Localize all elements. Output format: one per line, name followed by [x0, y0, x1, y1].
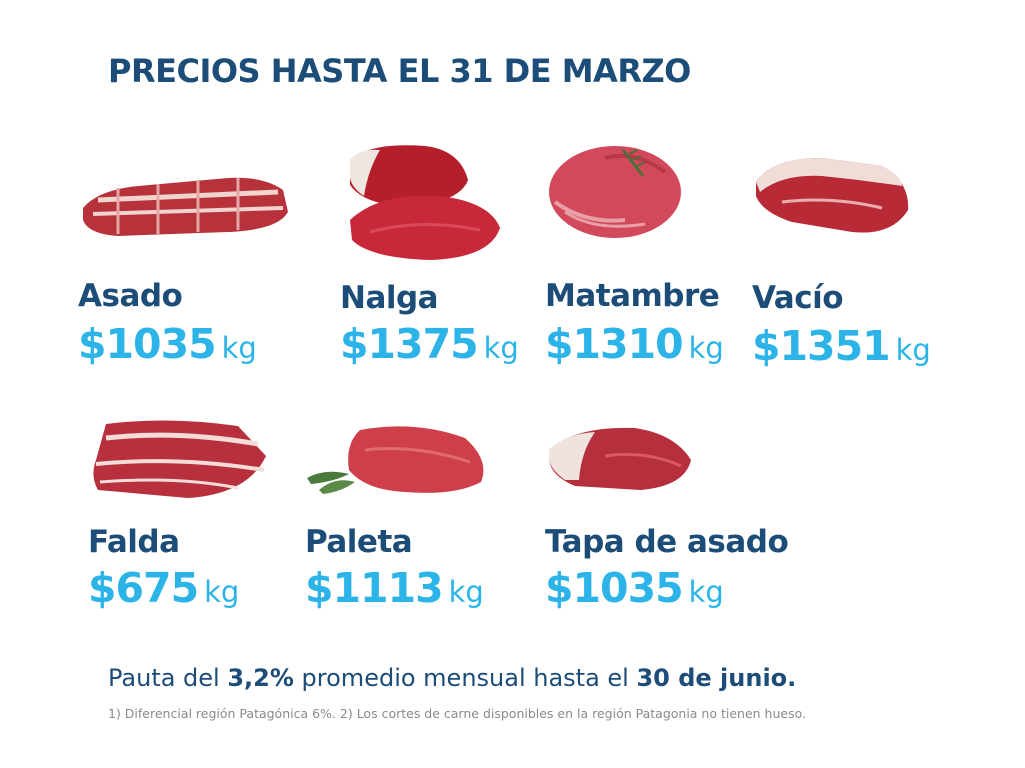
price-amount: $675	[88, 564, 199, 612]
vacio-meat-icon	[756, 158, 909, 233]
asado-meat-icon	[83, 177, 288, 236]
price-amount: $1375	[340, 320, 479, 368]
product-nalga: Nalga $1375 kg	[340, 140, 590, 380]
product-name: Falda	[88, 524, 180, 560]
paleta-meat-icon	[307, 426, 484, 494]
product-name: Vacío	[752, 280, 844, 316]
falda-meat-icon	[93, 420, 266, 498]
tapa-de-asado-meat-icon	[549, 427, 691, 490]
product-paleta: Paleta $1113 kg	[305, 420, 555, 616]
price-amount: $1351	[752, 322, 891, 370]
page-title: PRECIOS HASTA EL 31 DE MARZO	[108, 52, 691, 90]
product-name: Nalga	[340, 280, 439, 316]
footnote: 1) Diferencial región Patagónica 6%. 2) …	[108, 706, 806, 721]
matambre-meat-icon	[549, 146, 681, 238]
price-amount: $1310	[545, 320, 684, 368]
pauta-prefix: Pauta del	[108, 664, 228, 692]
price-amount: $1035	[78, 320, 217, 368]
price-unit: kg	[204, 575, 240, 609]
product-vacio: Vacío $1351 kg	[752, 152, 1002, 382]
pauta-middle: promedio mensual hasta el	[293, 664, 637, 692]
product-price: $1035 kg	[545, 564, 724, 612]
price-unit: kg	[483, 331, 519, 365]
price-amount: $1035	[545, 564, 684, 612]
product-name: Tapa de asado	[545, 524, 789, 560]
price-unit: kg	[688, 575, 724, 609]
product-name: Asado	[78, 278, 183, 314]
price-unit: kg	[448, 575, 484, 609]
pauta-text: Pauta del 3,2% promedio mensual hasta el…	[108, 664, 796, 692]
product-price: $1351 kg	[752, 322, 931, 370]
product-name: Paleta	[305, 524, 413, 560]
product-asado: Asado $1035 kg	[78, 150, 328, 380]
product-price: $1113 kg	[305, 564, 484, 612]
product-price: $1375 kg	[340, 320, 519, 368]
product-tapa-de-asado: Tapa de asado $1035 kg	[545, 420, 805, 616]
product-falda: Falda $675 kg	[88, 416, 338, 616]
price-unit: kg	[221, 331, 257, 365]
product-matambre: Matambre $1310 kg	[545, 132, 795, 380]
nalga-meat-icon	[350, 145, 500, 260]
price-unit: kg	[895, 333, 931, 367]
pauta-date: 30 de junio.	[636, 664, 797, 692]
product-name: Matambre	[545, 278, 720, 314]
product-price: $1035 kg	[78, 320, 257, 368]
price-unit: kg	[688, 331, 724, 365]
product-price: $1310 kg	[545, 320, 724, 368]
product-price: $675 kg	[88, 564, 239, 612]
pauta-percent: 3,2%	[227, 664, 294, 692]
price-amount: $1113	[305, 564, 444, 612]
